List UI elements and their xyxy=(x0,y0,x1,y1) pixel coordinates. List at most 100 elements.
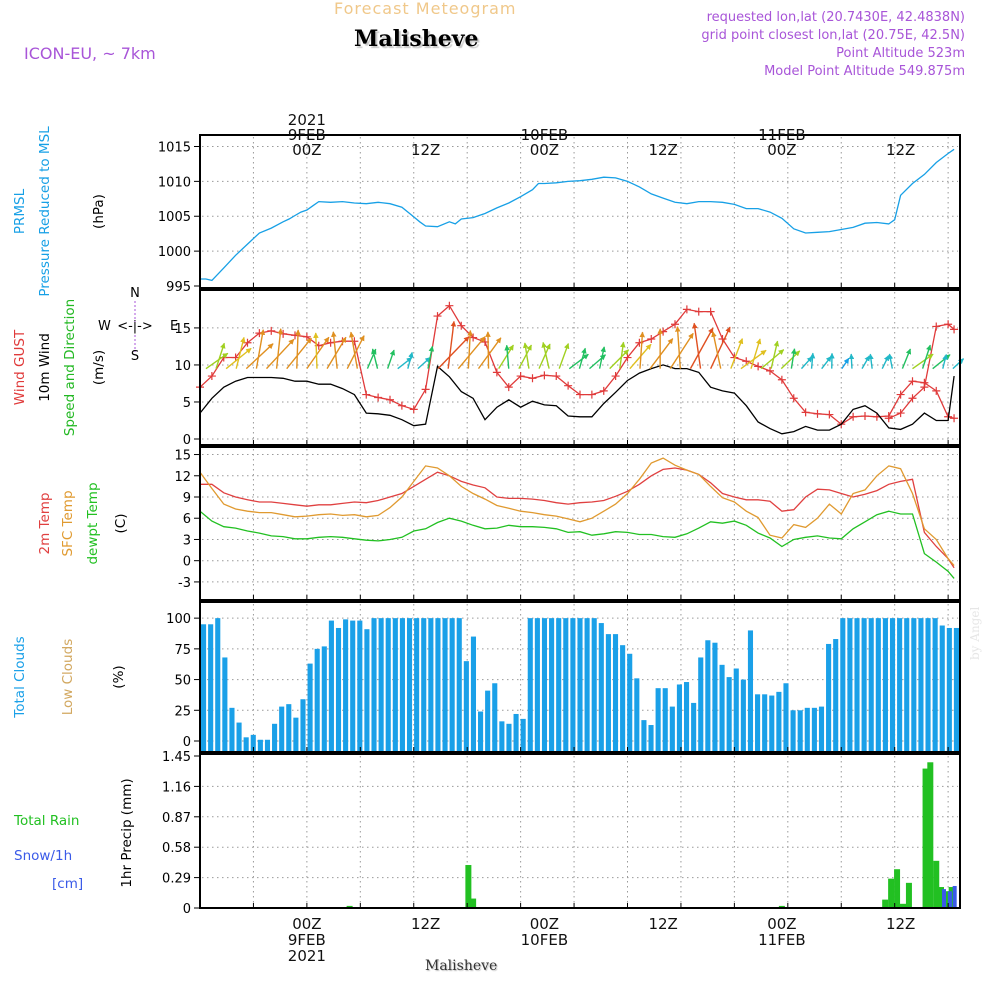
precip-ytick-label: 0.87 xyxy=(162,811,191,826)
time-label-top-4-1: 00Z xyxy=(767,141,796,159)
wind-title-1: 10m Wind xyxy=(37,333,53,402)
pressure-prmsl-line xyxy=(200,148,955,282)
clouds-total-bar xyxy=(215,618,221,752)
wind-gust-marker xyxy=(528,374,537,383)
wind-direction-arrow xyxy=(841,357,850,370)
wind-gust-marker xyxy=(706,307,715,316)
temperature-title-2: dewpt Temp xyxy=(85,482,101,564)
clouds-total-bar xyxy=(264,739,271,752)
clouds-total-bar xyxy=(570,618,576,752)
precip-rain-bar xyxy=(894,869,901,908)
wind-gust-marker xyxy=(611,372,620,381)
precip-rain-bar xyxy=(465,865,472,908)
clouds-total-bar xyxy=(691,702,697,752)
clouds-total-bar xyxy=(712,642,718,752)
wind-direction-arrow xyxy=(427,345,435,369)
wind-direction-arrow xyxy=(235,336,246,369)
time-label-top-0-0: 2021 xyxy=(288,111,326,129)
temperature-ytick-label: 0 xyxy=(183,555,191,570)
precip-rain-bar xyxy=(922,768,929,908)
clouds-total-bar xyxy=(889,618,896,752)
pressure-ytick-label: 1005 xyxy=(158,210,191,225)
clouds-total-bar xyxy=(769,695,775,752)
clouds-ytick-label: 50 xyxy=(174,674,191,689)
clouds-ytick-label: 25 xyxy=(174,704,191,719)
pressure-ytick-label: 1000 xyxy=(158,245,191,260)
clouds-total-bar xyxy=(676,684,682,752)
clouds-total-bar xyxy=(541,618,548,752)
wind-gust-marker xyxy=(801,408,810,417)
clouds-total-bar xyxy=(683,682,690,752)
clouds-total-bar xyxy=(499,721,505,752)
clouds-total-bar xyxy=(392,618,398,752)
wind-direction-arrow xyxy=(730,338,744,369)
clouds-total-bar xyxy=(335,627,342,752)
clouds-total-bar xyxy=(272,723,278,752)
wind-gust-marker xyxy=(754,362,763,371)
wind-direction-arrow xyxy=(639,331,645,369)
time-label-bottom-1-0: 12Z xyxy=(411,915,440,933)
wind-ytick-label: 10 xyxy=(174,359,191,374)
wind-direction-arrow xyxy=(770,340,780,369)
time-label-top-5-0: 12Z xyxy=(886,141,915,159)
wind-direction-arrow xyxy=(901,348,912,369)
time-label-top-0-2: 00Z xyxy=(292,141,321,159)
pressure-frame xyxy=(199,134,961,289)
wind-gust-marker xyxy=(932,322,941,331)
clouds-total-bar xyxy=(804,707,810,752)
wind-direction-arrow xyxy=(692,322,702,369)
wind-unit: (m/s) xyxy=(91,350,107,385)
temperature-sfc-line xyxy=(199,457,955,567)
clouds-title-0: Total Clouds xyxy=(12,636,28,718)
wind-gust-marker xyxy=(884,414,893,423)
clouds-total-bar xyxy=(726,677,732,752)
clouds-total-bar xyxy=(939,625,945,752)
wind-gust-marker xyxy=(445,301,454,310)
wind-direction-arrow xyxy=(447,320,457,369)
wind-direction-arrow xyxy=(942,353,948,369)
wind-direction-arrow xyxy=(295,329,301,369)
wind-title-0: Wind GUST xyxy=(12,329,28,405)
clouds-total-bar xyxy=(208,624,214,752)
clouds-total-bar xyxy=(534,618,540,752)
wind-direction-arrow xyxy=(245,343,274,370)
clouds-total-bar xyxy=(307,663,313,752)
pressure-title-1: Pressure Reduced to MSL xyxy=(37,126,53,297)
clouds-total-bar xyxy=(485,690,491,752)
clouds-total-bar xyxy=(584,618,590,752)
wind-direction-arrow xyxy=(750,338,762,369)
precip-snow-bar xyxy=(942,889,946,908)
temperature-ytick-label: 3 xyxy=(183,533,191,548)
wind-title-2: Speed and Direction xyxy=(62,299,78,436)
clouds-total-bar xyxy=(350,620,356,752)
wind-gust-marker xyxy=(908,394,917,403)
clouds-total-bar xyxy=(364,629,370,752)
temperature-unit: (C) xyxy=(113,514,129,534)
time-label-bottom-5-0: 12Z xyxy=(886,915,915,933)
wind-direction-arrow xyxy=(326,336,347,370)
clouds-title-1: Low Clouds xyxy=(60,639,76,715)
clouds-total-bar xyxy=(840,618,846,752)
clouds-total-bar xyxy=(563,618,569,752)
wind-gust-marker xyxy=(374,393,383,402)
temperature-t2m-line xyxy=(200,467,955,569)
precip-rain-bar xyxy=(933,860,940,908)
wind-direction-arrow xyxy=(215,342,226,369)
clouds-total-bar xyxy=(421,618,427,752)
clouds-total-bar xyxy=(897,618,903,752)
wind-direction-arrow xyxy=(921,344,932,369)
clouds-total-bar xyxy=(549,618,555,752)
clouds-total-bar xyxy=(634,678,640,752)
clouds-total-bar xyxy=(627,653,633,752)
clouds-total-bar xyxy=(918,618,924,752)
wind-direction-arrow xyxy=(887,353,894,369)
time-label-bottom-4-0: 00Z xyxy=(767,915,796,933)
clouds-total-bar xyxy=(932,618,938,752)
clouds-total-bar xyxy=(463,661,469,752)
clouds-total-bar xyxy=(776,691,782,752)
wind-gust-marker xyxy=(647,335,656,344)
clouds-total-bar xyxy=(904,618,910,752)
clouds-total-bar xyxy=(250,734,256,752)
wind-direction-arrow xyxy=(790,348,797,369)
